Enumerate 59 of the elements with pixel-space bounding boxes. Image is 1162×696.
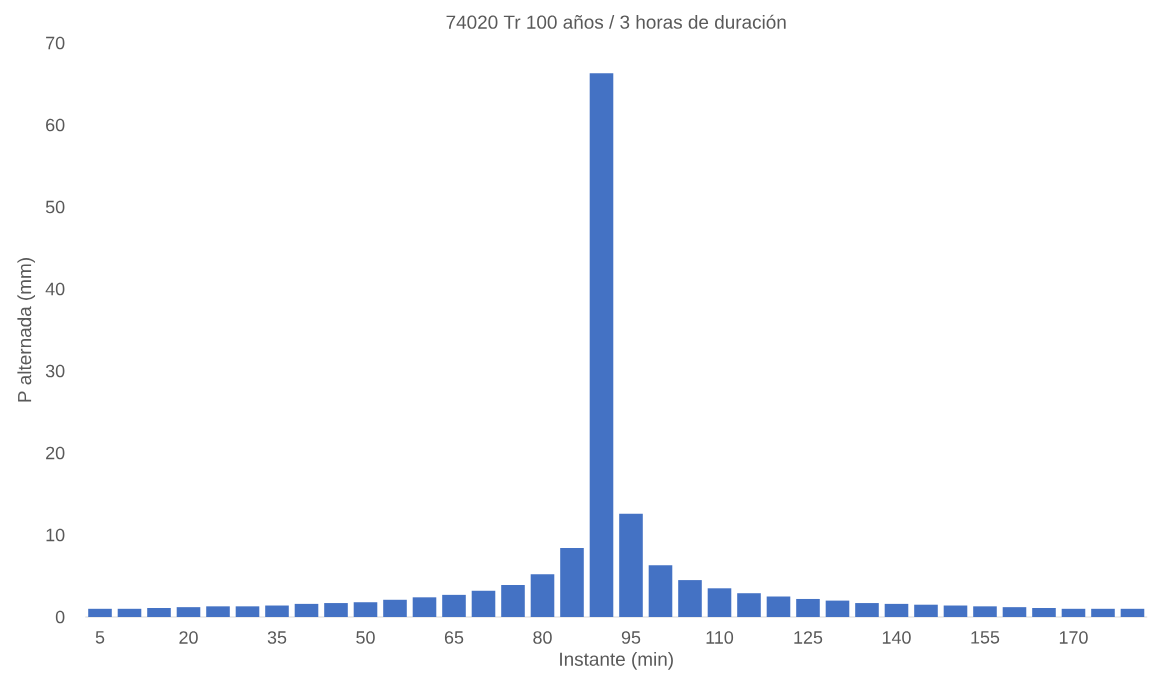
bar [294,603,319,617]
x-tick-label: 110 [706,631,734,644]
x-tick-label: 20 [179,631,198,644]
bar [501,585,525,617]
bar [88,608,112,617]
bar [973,606,997,617]
x-tick-label: 170 [1059,631,1088,644]
chart-title: 74020 Tr 100 años / 3 horas de duración [446,14,786,29]
bar [442,594,466,617]
x-tick-label: 5 [95,631,105,644]
bar [1002,607,1027,617]
bar [914,604,938,617]
x-tick-label: 140 [882,631,911,644]
bar [353,602,378,617]
bar [884,603,909,617]
bar [147,607,171,617]
x-axis-title: Instante (min) [560,652,673,670]
bar [560,548,584,617]
bar [648,565,673,617]
bar [589,73,614,617]
x-tick-label: 155 [971,631,1000,644]
bar [678,580,702,617]
y-tick-label: 30 [45,364,65,378]
bar [796,598,820,617]
y-tick-label: 0 [55,610,65,624]
y-tick-label: 70 [46,36,65,50]
bar [324,603,348,617]
x-tick-label: 35 [267,631,287,644]
y-tick-label: 20 [46,446,65,460]
bar [412,597,437,617]
bar [943,605,968,617]
bar [471,590,496,617]
y-tick-label: 40 [45,282,65,296]
bar [1091,608,1115,617]
y-tick-label: 50 [45,200,65,214]
y-tick-label: 10 [46,528,65,542]
x-tick-label: 80 [533,631,552,644]
bar [265,605,289,617]
bar [737,593,761,617]
bar [1120,608,1145,617]
bar [1061,608,1086,617]
bar [707,588,732,617]
x-tick-label: 65 [444,631,464,644]
x-tick-label: 125 [794,631,823,644]
bar [206,606,230,617]
bar [235,606,260,617]
x-tick-label: 50 [356,631,375,644]
bar [766,596,791,617]
bar [1032,607,1056,617]
y-axis-title: P alternada (mm) [17,258,36,402]
bar [530,574,555,617]
bar [619,513,643,617]
bar [117,608,142,617]
bar [176,607,201,617]
bar [383,599,407,617]
bar [855,603,879,617]
bar [825,600,850,617]
x-tick-label: 95 [621,631,641,644]
y-tick-label: 60 [46,118,65,132]
